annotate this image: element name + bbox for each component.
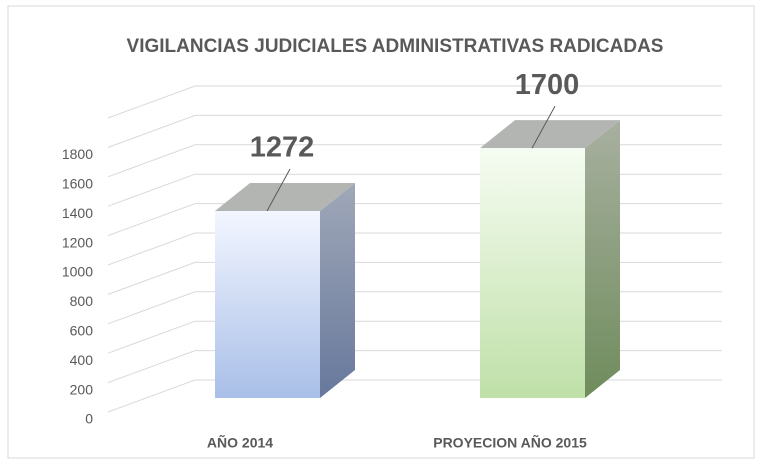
- bar-side: [320, 183, 355, 398]
- value-label: 1272: [250, 132, 315, 164]
- bar-top: [215, 183, 355, 212]
- chart-frame: [7, 5, 755, 459]
- chart-title: VIGILANCIAS JUDICIALES ADMINISTRATIVAS R…: [127, 36, 664, 57]
- y-tick-label: 400: [70, 352, 94, 368]
- value-label: 1700: [515, 69, 580, 101]
- bar-side: [585, 120, 620, 398]
- y-tick-label: 1200: [62, 234, 93, 250]
- y-tick-label: 1800: [62, 146, 93, 162]
- y-tick-label: 1400: [62, 205, 93, 221]
- leader-line: [266, 168, 291, 212]
- y-tick-label: 1000: [62, 264, 93, 280]
- y-tick-label: 1600: [62, 176, 93, 192]
- grid-line: [107, 85, 722, 119]
- x-tick-label: AÑO 2014: [207, 434, 273, 451]
- x-tick-label: PROYECION AÑO 2015: [433, 434, 587, 451]
- bar-top: [480, 120, 620, 149]
- y-tick-label: 600: [70, 323, 94, 339]
- bar: [215, 211, 320, 398]
- grid-line: [107, 114, 722, 148]
- y-tick-label: 0: [85, 411, 93, 427]
- y-tick-label: 800: [70, 293, 94, 309]
- y-tick-label: 200: [70, 381, 94, 397]
- bar: [480, 148, 585, 398]
- leader-line: [531, 105, 556, 149]
